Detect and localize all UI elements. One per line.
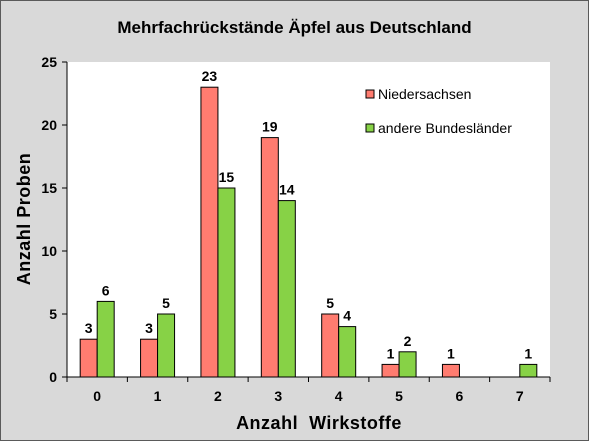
y-axis-label: Anzahl Proben — [14, 153, 34, 286]
x-tick-label-7: 7 — [516, 388, 524, 404]
data-label-niedersachsen-3: 19 — [262, 119, 278, 135]
bar-niedersachsen-5 — [381, 363, 400, 378]
x-tick-label-1: 1 — [154, 388, 162, 404]
bar-niedersachsen-1 — [140, 338, 159, 378]
data-label-niedersachsen-0: 3 — [85, 320, 93, 336]
x-tick-labels: 0 1 2 3 4 5 6 7 — [93, 388, 524, 404]
bar-niedersachsen-0 — [79, 338, 98, 378]
legend-swatch-niedersachsen — [365, 89, 375, 99]
data-label-niedersachsen-5: 1 — [387, 345, 395, 361]
bar-andere-bundeslaender-0 — [96, 300, 115, 378]
bar-niedersachsen-4 — [321, 313, 340, 378]
data-label-andere-bundeslaender-1: 5 — [162, 295, 170, 311]
y-tick-label-25: 25 — [41, 54, 57, 70]
x-tick-label-5: 5 — [395, 388, 403, 404]
data-label-niedersachsen-6: 1 — [447, 345, 455, 361]
data-label-andere-bundeslaender-0: 6 — [102, 282, 110, 298]
y-tick-labels: 0 5 10 15 20 25 — [41, 54, 57, 385]
legend: Niedersachsen andere Bundesländer — [365, 86, 512, 136]
y-tick-label-15: 15 — [41, 180, 57, 196]
bar-andere-bundeslaender-3 — [277, 200, 296, 378]
bar-niedersachsen-3 — [260, 137, 279, 378]
data-label-niedersachsen-2: 23 — [202, 68, 218, 84]
y-tick-label-0: 0 — [49, 369, 57, 385]
y-tick-label-5: 5 — [49, 306, 57, 322]
data-label-andere-bundeslaender-7: 1 — [524, 345, 532, 361]
bar-andere-bundeslaender-2 — [217, 187, 236, 378]
legend-label-andere-bundeslaender: andere Bundesländer — [378, 120, 512, 136]
legend-swatch-andere-bundeslaender — [365, 123, 375, 133]
data-label-andere-bundeslaender-2: 15 — [219, 169, 235, 185]
data-label-niedersachsen-1: 3 — [145, 320, 153, 336]
legend-label-niedersachsen: Niedersachsen — [378, 86, 471, 102]
data-label-niedersachsen-4: 5 — [326, 295, 334, 311]
x-tick-label-6: 6 — [456, 388, 464, 404]
bar-andere-bundeslaender-7 — [519, 363, 538, 378]
plot-area — [67, 62, 550, 377]
chart-title: Mehrfachrückstände Äpfel aus Deutschland — [117, 18, 472, 37]
data-label-andere-bundeslaender-5: 2 — [404, 333, 412, 349]
axes-group — [62, 61, 551, 382]
data-label-andere-bundeslaender-3: 14 — [279, 182, 295, 198]
bar-niedersachsen-6 — [441, 363, 460, 378]
bars-group — [79, 86, 538, 378]
y-tick-label-20: 20 — [41, 117, 57, 133]
x-tick-label-4: 4 — [335, 388, 343, 404]
data-label-andere-bundeslaender-4: 4 — [343, 308, 351, 324]
x-tick-label-3: 3 — [274, 388, 282, 404]
x-tick-label-0: 0 — [93, 388, 101, 404]
x-axis-label: Anzahl Wirkstoffe — [236, 413, 402, 433]
y-tick-label-10: 10 — [41, 243, 57, 259]
bar-andere-bundeslaender-4 — [338, 326, 357, 378]
bar-niedersachsen-2 — [200, 86, 219, 378]
bar-andere-bundeslaender-5 — [398, 351, 417, 378]
x-tick-label-2: 2 — [214, 388, 222, 404]
bar-andere-bundeslaender-1 — [157, 313, 176, 378]
